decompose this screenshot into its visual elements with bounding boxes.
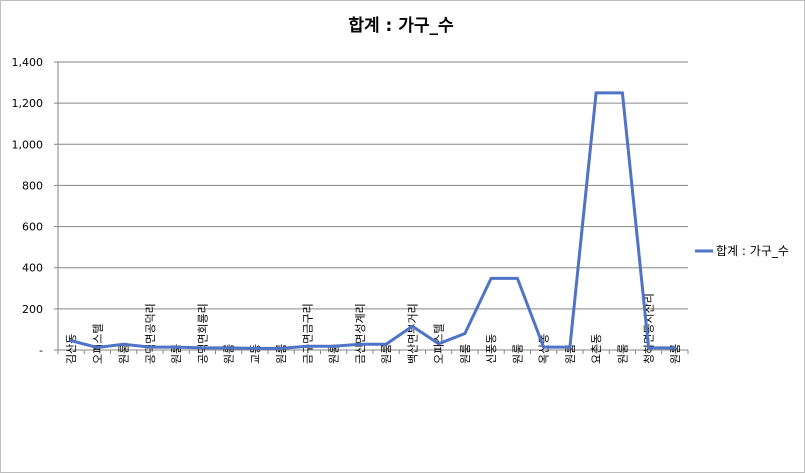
data-point [410,324,414,328]
data-point [568,345,572,349]
y-tick-label: 600 [22,221,43,234]
y-axis-ticks: - 200 400 600 800 1,000 1,200 1,400 [12,56,58,357]
x-tick-label: 원룸 [170,344,183,364]
x-tick-label: 공덕면공덕리 [144,303,157,364]
data-point [305,344,309,348]
data-point [384,342,388,346]
data-point [437,342,441,346]
x-tick-label: 금산면성계리 [354,303,367,364]
x-tick-label: 교동 [249,344,262,364]
x-tick-label: 김산동 [65,334,78,364]
data-point [515,276,519,280]
y-tick-label: - [39,344,43,357]
y-tick-label: 1,200 [12,97,44,110]
x-tick-label: 원룸 [118,344,131,364]
y-tick-label: 800 [22,179,43,192]
data-point [253,346,257,350]
series-line [70,91,675,350]
legend-label: 합계 : 가구_수 [716,244,789,258]
data-point [463,332,467,336]
x-tick-label: 오피스텔 [91,324,104,364]
data-point [647,346,651,350]
data-point [95,346,99,350]
x-tick-label: 원룸 [459,344,472,364]
x-tick-label: 백산면부거리 [406,303,419,364]
y-tick-label: 1,000 [12,138,44,151]
data-point [594,91,598,95]
data-point [673,346,677,350]
data-point [332,344,336,348]
data-point [69,339,73,343]
x-tick-label: 원룸 [511,344,524,364]
gridlines [58,61,688,310]
data-point [620,91,624,95]
x-tick-label: 원룸 [564,344,577,364]
legend: 합계 : 가구_수 [695,244,789,258]
y-tick-label: 1,400 [12,56,44,69]
x-tick-label: 요촌동 [590,334,603,364]
x-tick-label: 공덕면회룡리 [196,303,209,364]
data-point [542,345,546,349]
x-tick-label: 원룸 [328,344,341,364]
data-point [148,345,152,349]
x-tick-label: 신풍동 [485,334,498,364]
data-point [489,276,493,280]
y-tick-label: 200 [22,303,43,316]
data-point [174,345,178,349]
data-point [227,346,231,350]
series-layer [69,91,677,350]
data-point [200,346,204,350]
data-point [358,342,362,346]
x-tick-label: 금구면금구리 [301,303,314,364]
data-point [122,342,126,346]
data-point [279,346,283,350]
chart-title: 합계 : 가구_수 [348,15,454,36]
x-tick-label: 원룸 [380,344,393,364]
x-tick-label: 원룸 [616,344,629,364]
y-tick-label: 400 [22,262,43,275]
